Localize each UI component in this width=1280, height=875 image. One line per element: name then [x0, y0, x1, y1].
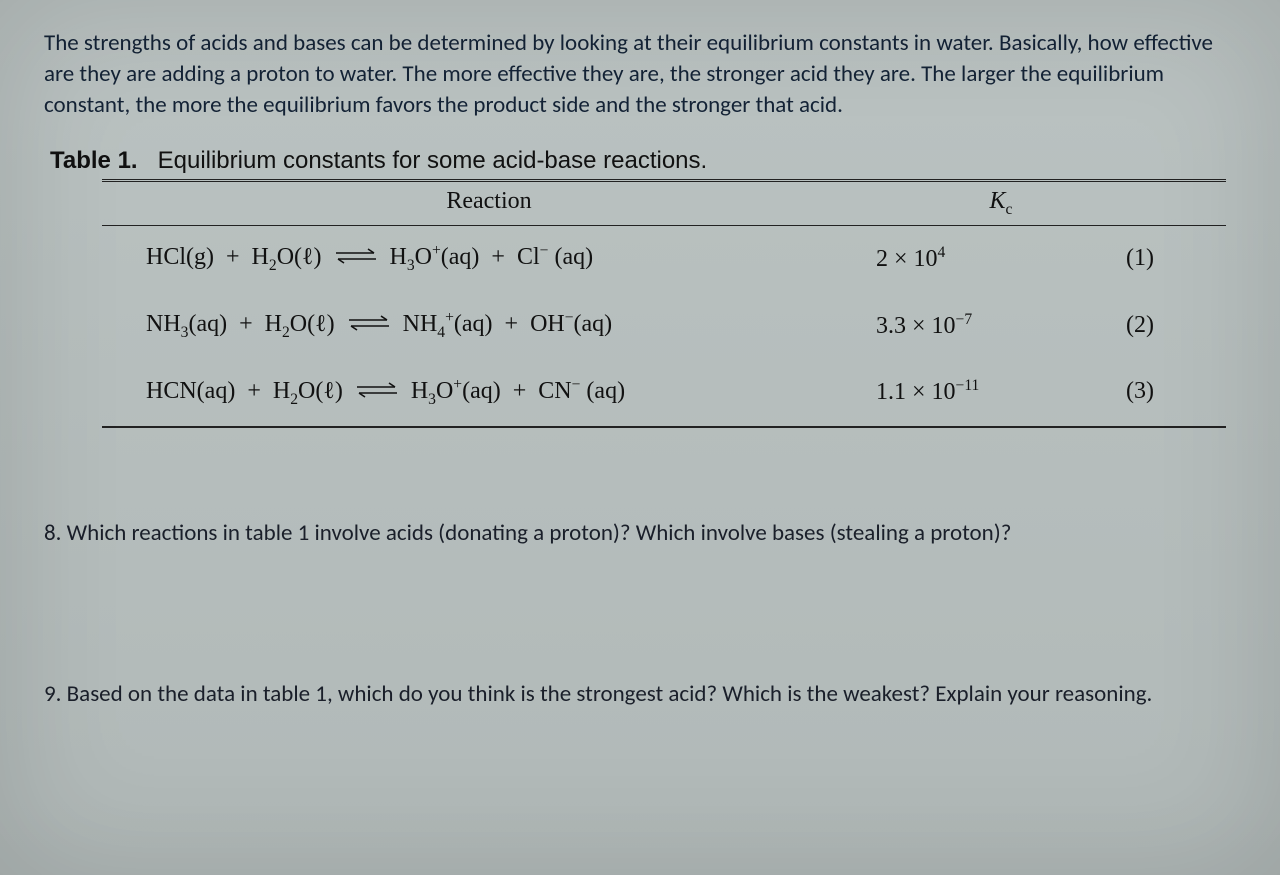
table-row: HCl(g) + H2O(ℓ) H3O+(aq) + Cl− (aq) 2 × …	[102, 226, 1226, 293]
table-row: HCN(aq) + H2O(ℓ) H3O+(aq) + CN− (aq) 1.1…	[102, 360, 1226, 427]
reaction-cell: HCN(aq) + H2O(ℓ) H3O+(aq) + CN− (aq)	[102, 376, 846, 409]
header-kc: Kc	[876, 188, 1126, 219]
table-header-row: Reaction Kc	[102, 184, 1226, 226]
question-9: 9. Based on the data in table 1, which d…	[44, 679, 1236, 710]
reaction-cell: HCl(g) + H2O(ℓ) H3O+(aq) + Cl− (aq)	[102, 242, 846, 275]
header-reaction: Reaction	[102, 188, 876, 219]
table-title: Equilibrium constants for some acid-base…	[158, 147, 708, 174]
kc-cell: 1.1 × 10−11	[846, 377, 1126, 406]
table-label: Table 1.	[50, 147, 138, 174]
equilibrium-table: Reaction Kc HCl(g) + H2O(ℓ)	[102, 179, 1226, 428]
equilibrium-arrow-icon	[355, 379, 399, 406]
equilibrium-arrow-icon	[347, 312, 391, 339]
rownum-cell: (1)	[1126, 245, 1226, 272]
reaction-cell: NH3(aq) + H2O(ℓ) NH4+(aq) + OH−(aq)	[102, 309, 846, 342]
table-row: NH3(aq) + H2O(ℓ) NH4+(aq) + OH−(aq) 3.3 …	[102, 293, 1226, 360]
intro-paragraph: The strengths of acids and bases can be …	[44, 28, 1236, 121]
rownum-cell: (3)	[1126, 378, 1226, 405]
header-num	[1126, 188, 1226, 219]
worksheet-page: The strengths of acids and bases can be …	[0, 0, 1280, 875]
question-8: 8. Which reactions in table 1 involve ac…	[44, 518, 1236, 549]
table-caption: Table 1. Equilibrium constants for some …	[50, 147, 1236, 175]
kc-cell: 2 × 104	[846, 244, 1126, 273]
rownum-cell: (2)	[1126, 312, 1226, 339]
equilibrium-arrow-icon	[334, 245, 378, 272]
kc-cell: 3.3 × 10−7	[846, 311, 1126, 340]
